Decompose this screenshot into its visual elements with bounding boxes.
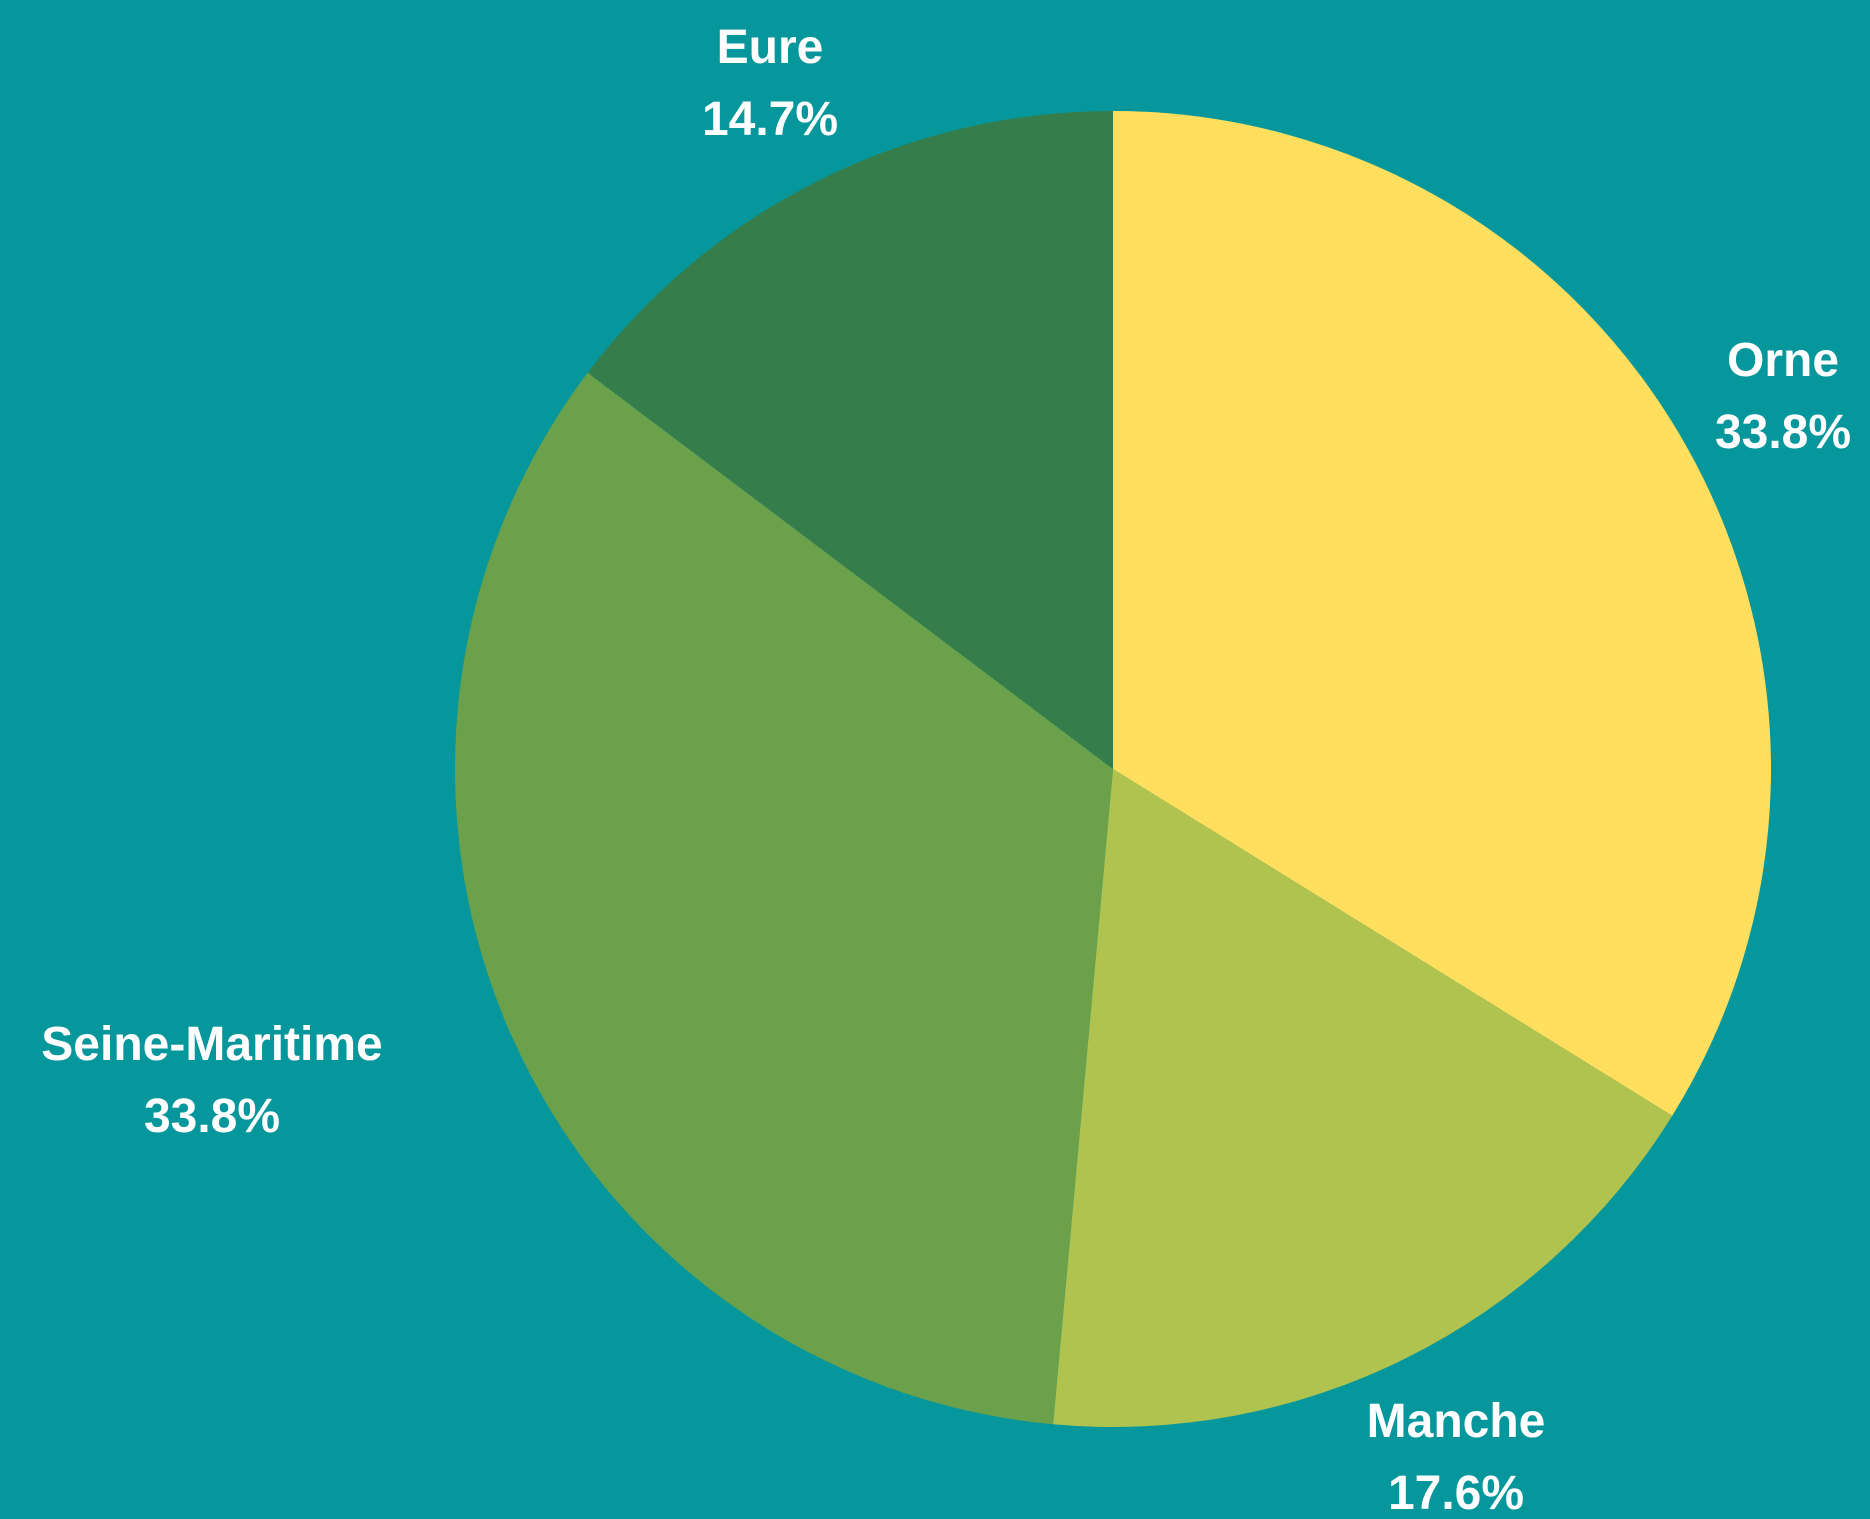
pie-slice-orne [1113, 111, 1772, 1116]
slice-name-label: Orne [1727, 334, 1839, 387]
pie-slices [455, 111, 1772, 1427]
pie-slice-eure [587, 111, 1113, 769]
slice-name-label: Eure [717, 21, 824, 74]
pie-slice-seine-maritime [455, 372, 1113, 1425]
slice-value-label: 33.8% [1715, 406, 1851, 459]
slice-name-label: Manche [1367, 1395, 1546, 1448]
slice-value-label: 17.6% [1388, 1467, 1524, 1519]
slice-value-label: 33.8% [144, 1090, 280, 1143]
pie-labels: Orne 33.8% Manche 17.6% Seine-Maritime 33.8% E… [41, 21, 1851, 1519]
slice-value-label: 14.7% [702, 93, 838, 146]
slice-name-label: Seine-Maritime [41, 1018, 382, 1071]
pie-slice-manche [1053, 769, 1673, 1427]
